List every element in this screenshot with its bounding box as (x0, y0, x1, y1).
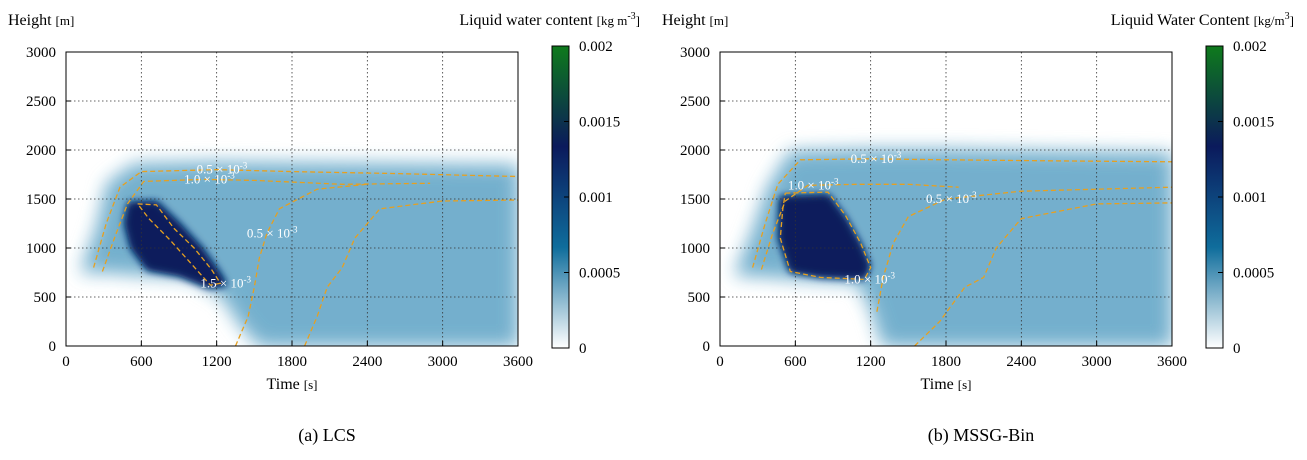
chart-svg-b: 0.5 × 10-3 1.0 × 10-3 0.5 × 10-3 1.0 × 10-3… (662, 11, 1294, 393)
contour-line (92, 168, 518, 268)
x-tick-label: 1800 (277, 354, 307, 370)
x-tick-label: 0 (716, 354, 724, 370)
y-tick-label: 2000 (26, 143, 56, 159)
x-tick-label: 3000 (1082, 354, 1112, 370)
y-tick-label: 3000 (26, 45, 56, 61)
colorbar-tick-label: 0.002 (1233, 39, 1267, 55)
contour-line (137, 203, 222, 286)
contour-line (101, 178, 431, 272)
contour-line (876, 186, 1172, 312)
contour-lines (92, 168, 518, 346)
contour-line (914, 202, 1172, 346)
x-tick-label: 3600 (503, 354, 533, 370)
colorbar-tick-label: 0.0015 (579, 115, 620, 131)
cloud-peak (125, 201, 227, 288)
chart-caption: (a) LCS (298, 425, 356, 445)
y-tick-label: 1000 (26, 241, 56, 257)
y-tick-label: 0 (49, 339, 57, 355)
contour-label: 1.0 × 10-3 (844, 270, 895, 286)
contour-label: 0.5 × 10-3 (926, 190, 977, 206)
grid (720, 52, 1172, 346)
contour-line (760, 183, 959, 270)
x-axis-title: Time [s] (921, 376, 972, 393)
contour-label: 0.5 × 10-3 (247, 224, 298, 240)
y-tick-label: 3000 (680, 45, 710, 61)
colorbar-tick-label: 0.0015 (1233, 115, 1274, 131)
y-tick-label: 1000 (680, 241, 710, 257)
y-tick-label: 500 (688, 290, 711, 306)
contour-line (751, 158, 1172, 268)
chart-panel-a: 0.5 × 10-3 1.0 × 10-3 0.5 × 10-3 1.5 × 10-3… (8, 11, 640, 445)
y-axis-title: Height [m] (662, 12, 728, 29)
colorbar-title: Liquid Water Content [kg/m3] (1111, 11, 1294, 29)
colorbar-tick-label: 0.001 (579, 190, 613, 206)
x-tick-label: 2400 (352, 354, 382, 370)
grid (66, 52, 518, 346)
x-tick-label: 3000 (428, 354, 458, 370)
cloud-peak (779, 195, 870, 279)
chart-svg-a: 0.5 × 10-31.0 × 10-30.5 × 10-31.5 × 10-3… (8, 11, 640, 393)
colorbar-tick-label: 0.0005 (579, 266, 620, 282)
colorbar-title: Liquid water content [kg m-3] (459, 11, 640, 29)
y-axis-title: Height [m] (8, 12, 74, 29)
contour-lines (751, 158, 1172, 346)
contour-label: 1.0 × 10-3 (184, 170, 235, 186)
y-tick-label: 500 (34, 290, 57, 306)
chart-panel-b: 0.5 × 10-3 1.0 × 10-3 0.5 × 10-3 1.0 × 10-3… (654, 0, 1307, 460)
colorbar-tick-label: 0.002 (579, 39, 613, 55)
contour-line (234, 183, 368, 346)
x-axis-title: Time [s] (267, 376, 318, 393)
y-tick-label: 1500 (680, 192, 710, 208)
colorbar-tick-label: 0 (579, 341, 587, 357)
x-tick-label: 3600 (1157, 354, 1187, 370)
x-tick-label: 600 (130, 354, 153, 370)
y-tick-label: 2000 (680, 143, 710, 159)
x-tick-label: 0 (62, 354, 70, 370)
y-tick-label: 2500 (26, 94, 56, 110)
colorbar-tick-label: 0.001 (1233, 190, 1267, 206)
contour-label: 1.5 × 10-3 (200, 274, 251, 290)
contour-line (304, 199, 518, 346)
x-tick-label: 1200 (856, 354, 886, 370)
x-tick-label: 600 (784, 354, 807, 370)
cloud-region-mid (81, 162, 518, 346)
x-tick-label: 1200 (202, 354, 232, 370)
contour-label: 1.0 × 10-3 (788, 176, 839, 192)
x-tick-label: 1800 (931, 354, 961, 370)
colorbar-tick-label: 0.0005 (1233, 266, 1274, 282)
contour-label: 0.5 × 10-3 (851, 150, 902, 166)
colorbar-tick-label: 0 (1233, 341, 1241, 357)
y-tick-label: 1500 (26, 192, 56, 208)
chart-caption: (b) MSSG-Bin (927, 425, 1035, 445)
x-tick-label: 2400 (1006, 354, 1036, 370)
heatmap-field (81, 162, 518, 346)
y-tick-label: 2500 (680, 94, 710, 110)
contour-label: 0.5 × 10-3 (197, 161, 248, 177)
y-tick-label: 0 (703, 339, 711, 355)
